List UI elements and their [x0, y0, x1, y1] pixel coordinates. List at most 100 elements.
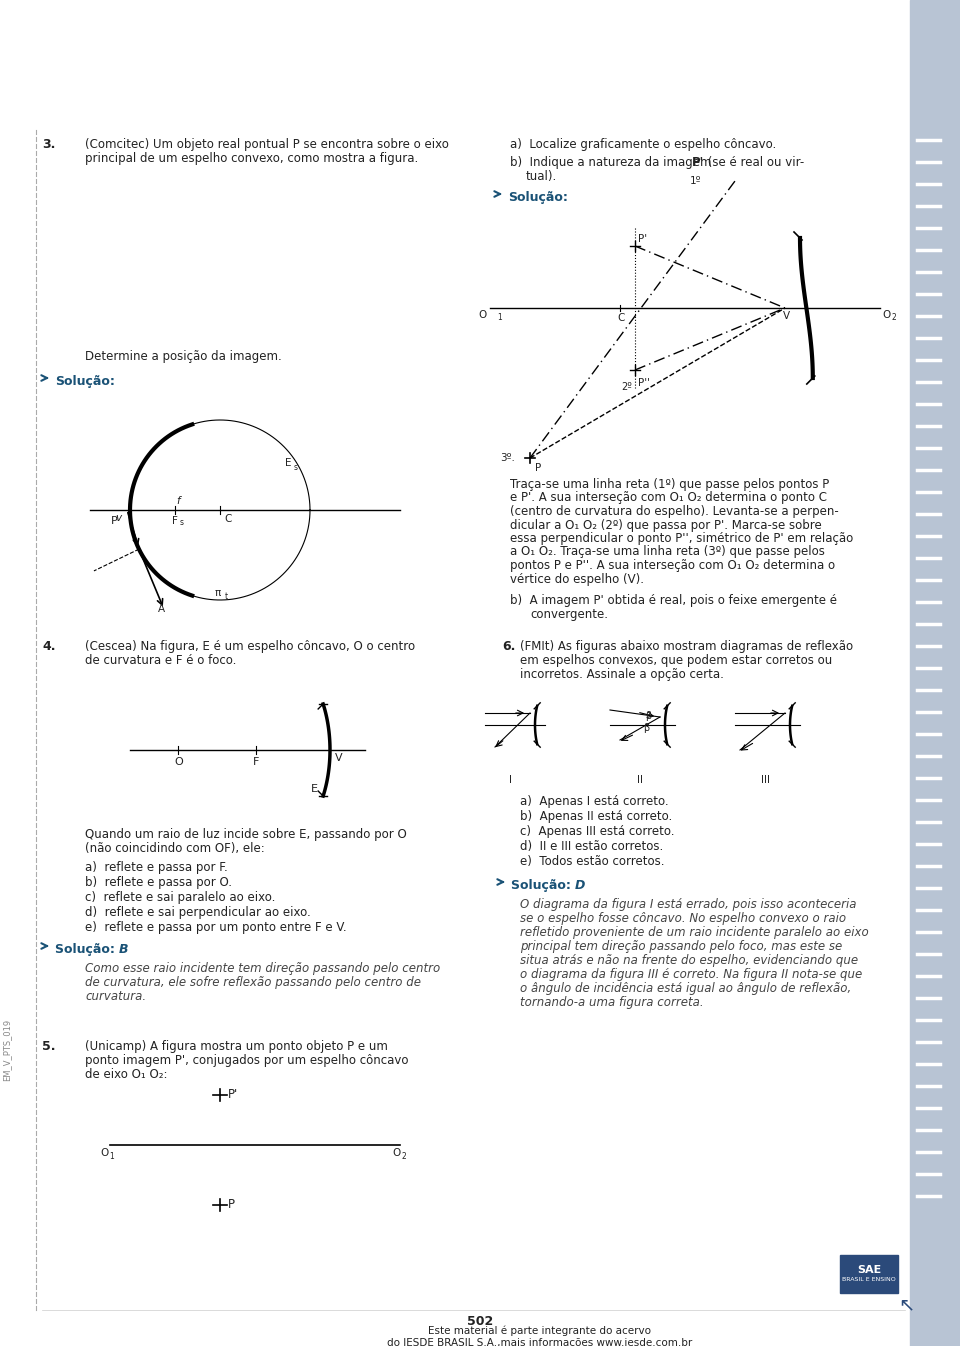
Text: O: O: [100, 1148, 108, 1158]
Bar: [840, 1254, 898, 1294]
Text: situa atrás e não na frente do espelho, evidenciando que: situa atrás e não na frente do espelho, …: [520, 954, 858, 966]
Text: o diagrama da figura III é correto. Na figura II nota-se que: o diagrama da figura III é correto. Na f…: [520, 968, 862, 981]
Text: s: s: [294, 463, 298, 472]
Text: pontos P e P''. A sua interseção com O₁ O₂ determina o: pontos P e P''. A sua interseção com O₁ …: [510, 559, 835, 572]
Text: O diagrama da figura I está errado, pois isso aconteceria: O diagrama da figura I está errado, pois…: [520, 898, 856, 911]
Text: B: B: [119, 944, 129, 956]
Text: II: II: [637, 775, 643, 785]
Text: principal de um espelho convexo, como mostra a figura.: principal de um espelho convexo, como mo…: [85, 152, 419, 166]
Text: curvatura.: curvatura.: [85, 991, 146, 1003]
Text: (não coincidindo com OF), ele:: (não coincidindo com OF), ele:: [85, 843, 265, 855]
Text: de eixo O₁ O₂:: de eixo O₁ O₂:: [85, 1067, 167, 1081]
Text: (se é real ou vir-: (se é real ou vir-: [704, 156, 804, 170]
Text: 4.: 4.: [42, 639, 56, 653]
Text: refletido proveniente de um raio incidente paralelo ao eixo: refletido proveniente de um raio inciden…: [520, 926, 869, 940]
Text: e)  reflete e passa por um ponto entre F e V.: e) reflete e passa por um ponto entre F …: [85, 921, 347, 934]
Text: 502: 502: [467, 1315, 493, 1329]
Text: C: C: [617, 314, 624, 323]
Text: EM_V_PTS_019: EM_V_PTS_019: [3, 1019, 12, 1081]
Text: v: v: [115, 513, 121, 524]
Text: vértice do espelho (V).: vértice do espelho (V).: [510, 572, 644, 586]
Text: (FMIt) As figuras abaixo mostram diagramas de reflexão: (FMIt) As figuras abaixo mostram diagram…: [520, 639, 853, 653]
Text: P': P': [638, 234, 647, 244]
Text: (centro de curvatura do espelho). Levanta-se a perpen-: (centro de curvatura do espelho). Levant…: [510, 505, 839, 518]
Text: Determine a posição da imagem.: Determine a posição da imagem.: [85, 350, 281, 363]
Text: do IESDE BRASIL S.A.,mais informações www.iesde.com.br: do IESDE BRASIL S.A.,mais informações ww…: [388, 1338, 692, 1346]
Text: Traça-se uma linha reta (1º) que passe pelos pontos P: Traça-se uma linha reta (1º) que passe p…: [510, 478, 829, 491]
Text: F: F: [172, 516, 178, 526]
Text: b)  Indique a natureza da imagem: b) Indique a natureza da imagem: [510, 156, 715, 170]
Text: s: s: [180, 518, 184, 528]
Text: Quando um raio de luz incide sobre E, passando por O: Quando um raio de luz incide sobre E, pa…: [85, 828, 407, 841]
Text: o ângulo de incidência está igual ao ângulo de reflexão,: o ângulo de incidência está igual ao âng…: [520, 983, 852, 995]
Text: BRASIL E ENSINO: BRASIL E ENSINO: [842, 1277, 896, 1281]
Text: c)  Apenas III está correto.: c) Apenas III está correto.: [520, 825, 675, 839]
Text: F: F: [253, 756, 259, 767]
Text: em espelhos convexos, que podem estar corretos ou: em espelhos convexos, que podem estar co…: [520, 654, 832, 668]
Text: 2º: 2º: [621, 382, 632, 392]
Text: se o espelho fosse côncavo. No espelho convexo o raio: se o espelho fosse côncavo. No espelho c…: [520, 913, 846, 925]
Text: tornando-a uma figura correta.: tornando-a uma figura correta.: [520, 996, 704, 1010]
Text: Como esse raio incidente tem direção passando pelo centro: Como esse raio incidente tem direção pas…: [85, 962, 441, 975]
Text: (Cescea) Na figura, E é um espelho côncavo, O o centro: (Cescea) Na figura, E é um espelho cônca…: [85, 639, 415, 653]
Text: e P'. A sua interseção com O₁ O₂ determina o ponto C: e P'. A sua interseção com O₁ O₂ determi…: [510, 491, 827, 505]
Text: P'': P'': [638, 378, 650, 388]
Text: c)  reflete e sai paralelo ao eixo.: c) reflete e sai paralelo ao eixo.: [85, 891, 276, 905]
Text: Solução:: Solução:: [55, 376, 115, 388]
Text: V: V: [783, 311, 790, 320]
Text: O: O: [392, 1148, 400, 1158]
Text: 3º.: 3º.: [500, 454, 515, 463]
Text: O: O: [174, 756, 182, 767]
Text: SAE: SAE: [857, 1265, 881, 1275]
Text: 2: 2: [891, 314, 896, 322]
Text: P: P: [228, 1198, 235, 1211]
Text: O: O: [882, 310, 890, 320]
Text: ↖: ↖: [898, 1295, 914, 1314]
Text: P: P: [111, 516, 118, 526]
Text: 2: 2: [401, 1152, 406, 1162]
Text: V: V: [335, 752, 343, 763]
Text: principal tem direção passando pelo foco, mas este se: principal tem direção passando pelo foco…: [520, 940, 842, 953]
Text: incorretos. Assinale a opção certa.: incorretos. Assinale a opção certa.: [520, 668, 724, 681]
Text: convergente.: convergente.: [530, 608, 608, 621]
Text: a O₁ O₂. Traça-se uma linha reta (3º) que passe pelos: a O₁ O₂. Traça-se uma linha reta (3º) qu…: [510, 545, 825, 559]
Text: P': P': [692, 156, 705, 170]
Text: 1: 1: [109, 1152, 113, 1162]
Text: a)  Localize graficamente o espelho côncavo.: a) Localize graficamente o espelho cônca…: [510, 139, 777, 151]
Text: essa perpendicular o ponto P'', simétrico de P' em relação: essa perpendicular o ponto P'', simétric…: [510, 532, 853, 545]
Text: P: P: [535, 463, 541, 472]
Text: d)  reflete e sai perpendicular ao eixo.: d) reflete e sai perpendicular ao eixo.: [85, 906, 311, 919]
Text: ponto imagem P', conjugados por um espelho côncavo: ponto imagem P', conjugados por um espel…: [85, 1054, 409, 1067]
Text: D: D: [575, 879, 586, 892]
Text: P': P': [228, 1089, 238, 1101]
Text: f: f: [176, 495, 180, 506]
Text: t: t: [225, 592, 228, 602]
Text: C: C: [224, 514, 231, 524]
Text: b)  Apenas II está correto.: b) Apenas II está correto.: [520, 810, 672, 822]
Text: (Comcitec) Um objeto real pontual P se encontra sobre o eixo: (Comcitec) Um objeto real pontual P se e…: [85, 139, 449, 151]
Text: π: π: [215, 588, 221, 598]
Text: de curvatura, ele sofre reflexão passando pelo centro de: de curvatura, ele sofre reflexão passand…: [85, 976, 421, 989]
Text: E: E: [285, 458, 292, 468]
Text: Solução:: Solução:: [508, 191, 568, 205]
Text: O: O: [478, 310, 487, 320]
Text: 1: 1: [497, 314, 502, 322]
Text: I: I: [509, 775, 512, 785]
Text: tual).: tual).: [526, 170, 557, 183]
Text: 5.: 5.: [42, 1040, 56, 1053]
Text: de curvatura e F é o foco.: de curvatura e F é o foco.: [85, 654, 236, 668]
Bar: [910, 0, 960, 1346]
Text: 1º: 1º: [690, 176, 702, 186]
Text: Este material é parte integrante do acervo: Este material é parte integrante do acer…: [428, 1326, 652, 1337]
Text: a)  reflete e passa por F.: a) reflete e passa por F.: [85, 861, 228, 874]
Text: b)  A imagem P' obtida é real, pois o feixe emergente é: b) A imagem P' obtida é real, pois o fei…: [510, 594, 837, 607]
Text: β: β: [643, 723, 649, 734]
Text: b)  reflete e passa por O.: b) reflete e passa por O.: [85, 876, 232, 888]
Text: Solução:: Solução:: [511, 879, 575, 892]
Text: (Unicamp) A figura mostra um ponto objeto P e um: (Unicamp) A figura mostra um ponto objet…: [85, 1040, 388, 1053]
Text: III: III: [760, 775, 770, 785]
Text: A: A: [158, 604, 165, 614]
Text: 6.: 6.: [502, 639, 516, 653]
Text: e)  Todos estão corretos.: e) Todos estão corretos.: [520, 855, 664, 868]
Text: β: β: [645, 711, 651, 721]
